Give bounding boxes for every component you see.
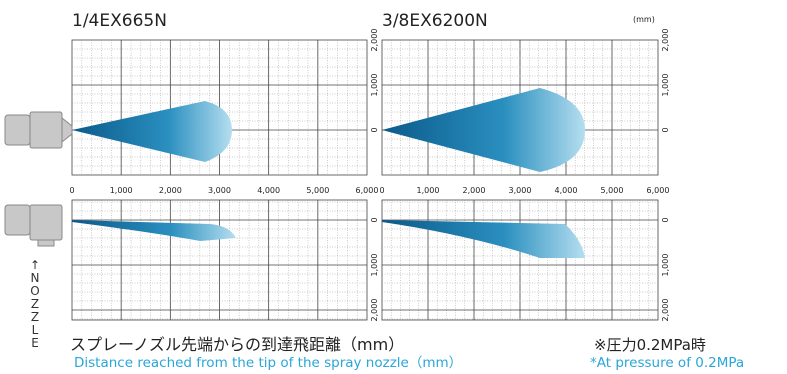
x-tick-label: 3,000 bbox=[509, 186, 532, 195]
note-en: *At pressure of 0.2MPa bbox=[590, 355, 744, 371]
x-tick-label: 6,000 bbox=[647, 186, 670, 195]
y-tick-label: 2,000 bbox=[661, 299, 670, 322]
nozzle-label: ↑NOZZLE bbox=[28, 258, 42, 349]
y-tick-label: 2,000 bbox=[661, 29, 670, 52]
y-tick-label: 1,000 bbox=[370, 254, 379, 277]
nozzle-icon bbox=[4, 111, 73, 247]
x-tick-label: 1,000 bbox=[110, 186, 133, 195]
note-jp: ※圧力0.2MPa時 bbox=[594, 336, 706, 354]
x-tick-label: 2,000 bbox=[159, 186, 182, 195]
x-tick-label: 3,000 bbox=[208, 186, 231, 195]
x-tick-label: 5,000 bbox=[601, 186, 624, 195]
x-tick-label: 2,000 bbox=[463, 186, 486, 195]
y-tick-label: 0 bbox=[661, 217, 670, 222]
unit-label: (mm) bbox=[633, 15, 655, 24]
x-tick-label: 4,000 bbox=[257, 186, 280, 195]
panel-title: 1/4EX665N bbox=[72, 11, 167, 31]
spray-pattern bbox=[382, 88, 585, 172]
x-tick-label: 1,000 bbox=[417, 186, 440, 195]
caption-en: Distance reached from the tip of the spr… bbox=[74, 355, 462, 371]
y-tick-label: 1,000 bbox=[661, 254, 670, 277]
x-tick-label: 5,000 bbox=[306, 186, 329, 195]
y-tick-label: 1,000 bbox=[370, 74, 379, 97]
x-tick-label: 4,000 bbox=[555, 186, 578, 195]
y-tick-label: 0 bbox=[370, 217, 379, 222]
x-tick-label: 0 bbox=[379, 186, 384, 195]
y-tick-label: 1,000 bbox=[661, 74, 670, 97]
spray-pattern bbox=[72, 220, 236, 241]
spray-pattern bbox=[72, 101, 232, 162]
panel-title: 3/8EX6200N bbox=[382, 11, 488, 31]
caption-jp: スプレーノズル先端からの到達飛距離（mm） bbox=[70, 335, 404, 354]
y-tick-label: 2,000 bbox=[370, 29, 379, 52]
y-tick-label: 0 bbox=[370, 127, 379, 132]
x-tick-label: 6,000 bbox=[356, 186, 379, 195]
y-tick-label: 2,000 bbox=[370, 299, 379, 322]
spray-pattern bbox=[382, 220, 585, 258]
x-tick-label: 0 bbox=[69, 186, 74, 195]
y-tick-label: 0 bbox=[661, 127, 670, 132]
